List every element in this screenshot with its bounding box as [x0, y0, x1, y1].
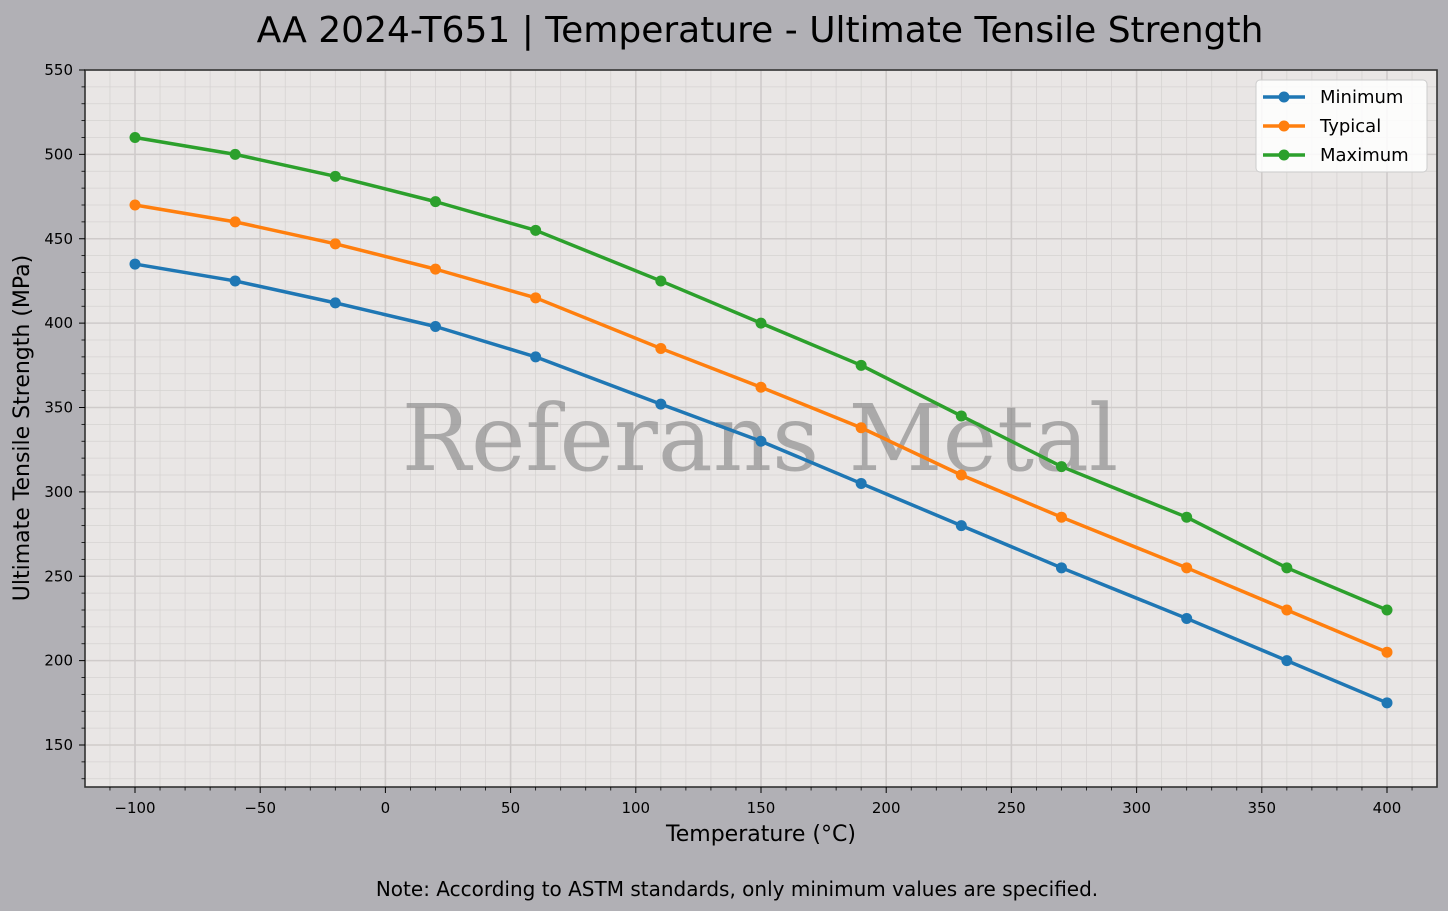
y-tick-label: 150: [44, 736, 73, 754]
data-point: [229, 148, 241, 160]
data-point: [955, 410, 967, 422]
data-point: [1281, 655, 1293, 667]
legend-item-typical: Typical: [1263, 116, 1381, 137]
series-typical: [129, 199, 1393, 658]
data-point: [755, 381, 767, 393]
data-point: [855, 359, 867, 371]
x-tick-label: −100: [114, 799, 155, 817]
legend: Minimum Typical Maximum: [1255, 79, 1428, 173]
legend-item-minimum: Minimum: [1263, 87, 1403, 108]
data-point: [429, 196, 441, 208]
data-point: [1281, 604, 1293, 616]
data-point: [1381, 604, 1393, 616]
x-tick-label: 0: [381, 799, 391, 817]
data-point: [530, 224, 542, 236]
x-tick-label: 350: [1247, 799, 1276, 817]
data-point: [1055, 562, 1067, 574]
data-point: [755, 317, 767, 329]
legend-label: Typical: [1319, 116, 1381, 137]
y-axis-label: Ultimate Tensile Strength (MPa): [10, 255, 35, 601]
data-point: [1181, 511, 1193, 523]
data-point: [955, 469, 967, 481]
series-layer: [129, 132, 1393, 709]
y-tick-label: 350: [44, 399, 73, 417]
data-point: [755, 435, 767, 447]
data-point: [329, 297, 341, 309]
legend-item-maximum: Maximum: [1263, 145, 1409, 166]
x-axis: −100 −50 0 50 100 150 200 250 300 350 400: [109, 787, 1413, 817]
x-tick-label: 400: [1373, 799, 1402, 817]
data-point: [955, 520, 967, 532]
data-point: [429, 263, 441, 275]
data-point: [1055, 461, 1067, 473]
legend-box: [1255, 79, 1428, 173]
x-tick-label: 200: [872, 799, 901, 817]
data-point: [1381, 697, 1393, 709]
footnote: Note: According to ASTM standards, only …: [376, 877, 1098, 901]
y-tick-label: 500: [44, 145, 73, 163]
x-tick-label: 50: [501, 799, 520, 817]
data-point: [429, 321, 441, 332]
legend-label: Minimum: [1320, 87, 1403, 108]
data-point: [855, 422, 867, 434]
x-tick-label: 300: [1122, 799, 1151, 817]
x-axis-label: Temperature (°C): [665, 822, 856, 847]
y-tick-label: 300: [44, 483, 73, 501]
x-tick-label: −50: [244, 799, 276, 817]
x-tick-label: 100: [621, 799, 650, 817]
major-grid: [85, 69, 1437, 787]
data-point: [129, 258, 141, 270]
data-point: [855, 477, 867, 489]
data-point: [229, 275, 241, 287]
data-point: [329, 238, 341, 250]
data-point: [129, 199, 141, 211]
data-point: [1055, 511, 1067, 523]
chart-title: AA 2024-T651 | Temperature - Ultimate Te…: [257, 10, 1264, 51]
data-point: [1381, 646, 1393, 658]
data-point: [1181, 562, 1193, 574]
series-maximum: [129, 132, 1393, 616]
data-point: [1281, 562, 1293, 574]
y-tick-label: 200: [44, 652, 73, 670]
data-point: [655, 275, 667, 287]
legend-label: Maximum: [1320, 145, 1409, 166]
series-minimum: [129, 258, 1393, 709]
data-point: [129, 132, 141, 143]
y-tick-label: 400: [44, 314, 73, 332]
x-tick-label: 150: [747, 799, 776, 817]
data-point: [1181, 612, 1193, 624]
y-tick-label: 250: [44, 567, 73, 585]
data-point: [655, 342, 667, 354]
data-point: [530, 292, 542, 304]
x-tick-label: 250: [997, 799, 1026, 817]
y-tick-label: 450: [44, 230, 73, 248]
y-tick-label: 550: [44, 61, 73, 79]
data-point: [655, 398, 667, 410]
y-axis: 150 200 250 300 350 400 450 500 550: [44, 61, 85, 780]
data-point: [329, 170, 341, 182]
data-point: [229, 216, 241, 228]
data-point: [530, 351, 542, 363]
